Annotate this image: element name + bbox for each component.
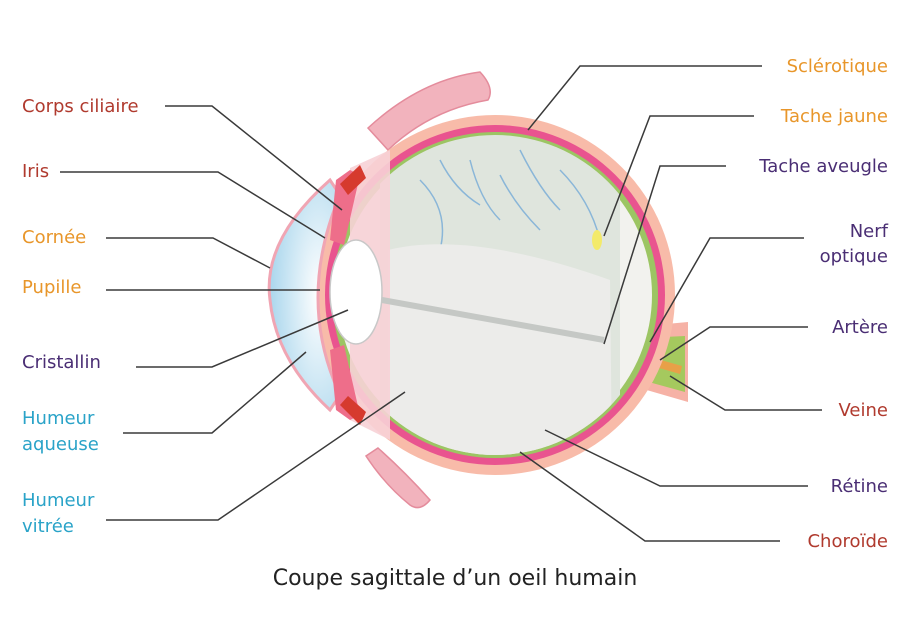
label-humeur-aqueuse-1: Humeur [22, 408, 95, 429]
ciliary-body-lower [340, 396, 366, 425]
label-cristallin: Cristallin [22, 352, 101, 373]
label-sclerotique: Sclérotique [786, 56, 888, 77]
label-tache-jaune: Tache jaune [780, 106, 888, 127]
label-nerf-2: optique [819, 246, 888, 267]
upper-eyelid [366, 71, 491, 152]
cornea [267, 177, 342, 413]
label-humeur-vitree-1: Humeur [22, 490, 95, 511]
label-nerf-1: Nerf [849, 221, 888, 242]
label-corps-ciliaire: Corps ciliaire [22, 96, 139, 117]
label-artere: Artère [832, 317, 888, 338]
label-choroide: Choroïde [807, 531, 888, 552]
label-retine: Rétine [830, 476, 888, 497]
label-pupille: Pupille [22, 277, 82, 298]
macula [592, 230, 602, 250]
label-humeur-vitree-2: vitrée [22, 516, 74, 537]
lens [329, 239, 383, 345]
hyaloid-canal [381, 297, 605, 343]
label-veine: Veine [838, 400, 888, 421]
label-humeur-aqueuse-2: aqueuse [22, 434, 99, 455]
label-tache-aveugle: Tache aveugle [759, 156, 888, 177]
ciliary-body-upper [340, 165, 366, 195]
retina-detail [380, 135, 620, 455]
label-cornee: Cornée [22, 227, 87, 248]
label-iris: Iris [22, 161, 50, 182]
leader-lines [60, 65, 822, 542]
diagram-caption: Coupe sagittale d’un oeil humain [272, 566, 638, 591]
lower-eyelid [364, 447, 431, 509]
